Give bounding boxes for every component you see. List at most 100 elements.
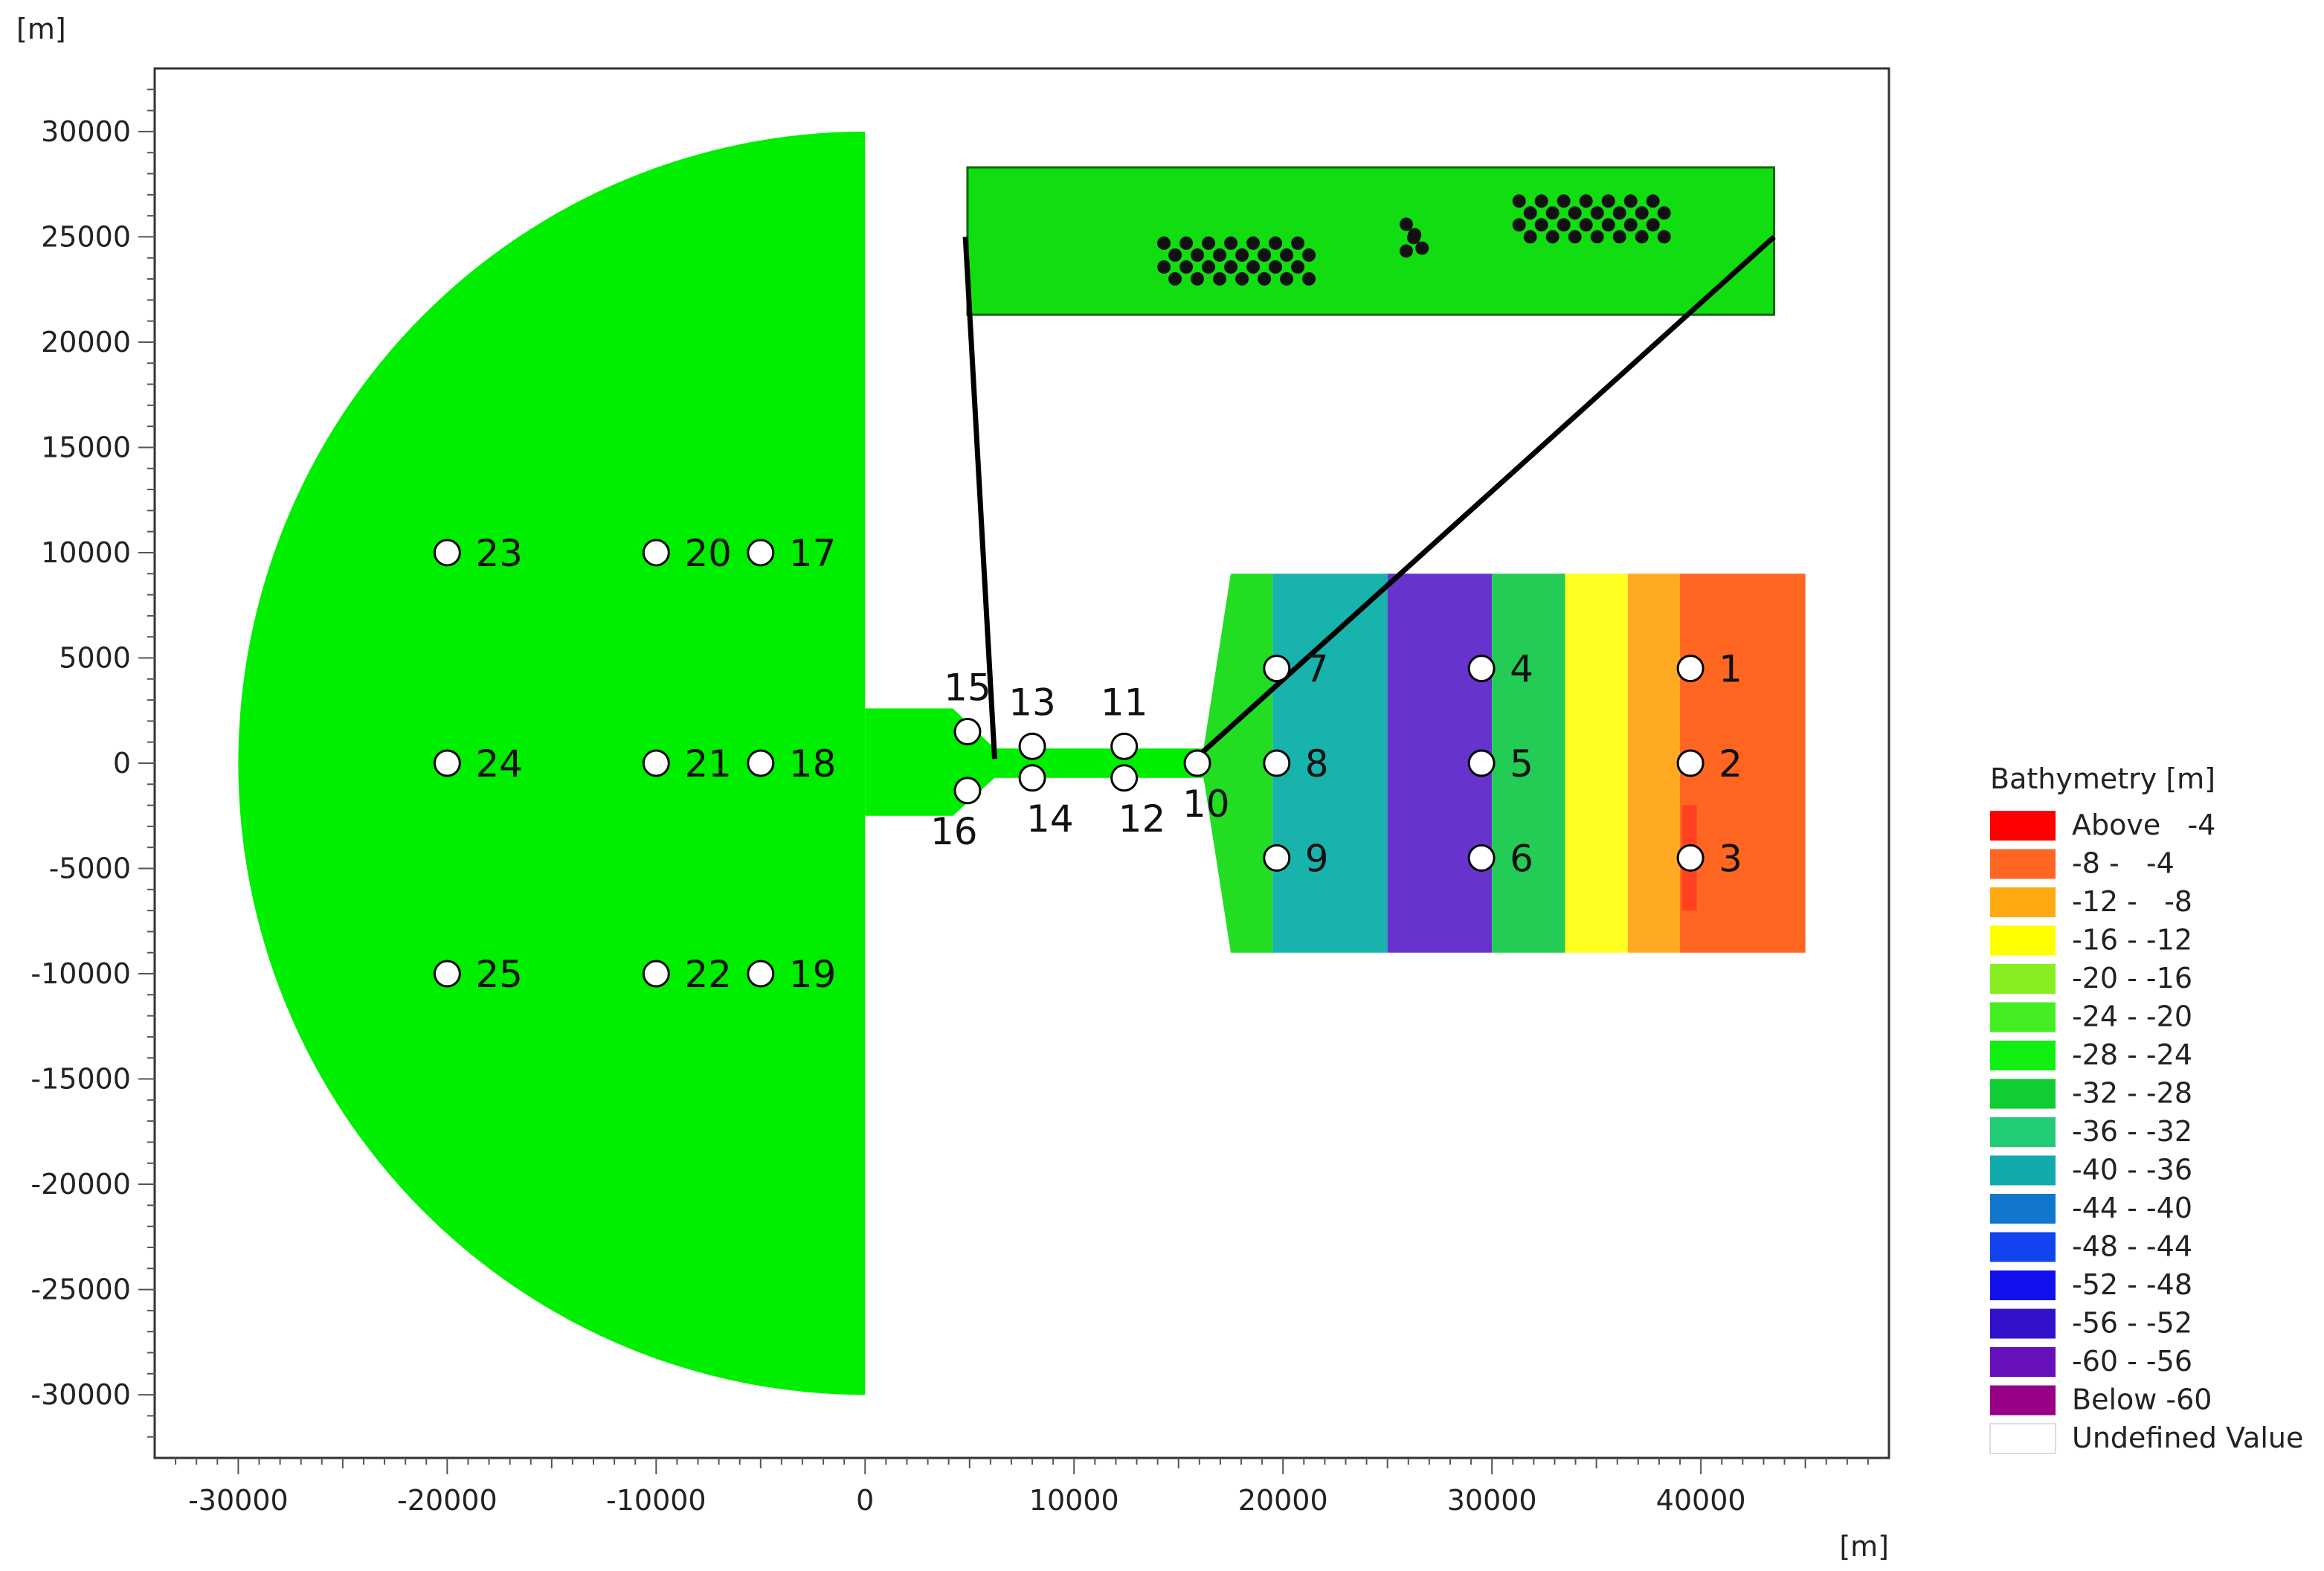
bathymetry-band <box>1203 574 1273 953</box>
inset-turbine-dot <box>1168 248 1182 262</box>
station-label: 15 <box>944 666 991 710</box>
inset-turbine-dot <box>1291 236 1305 250</box>
station-marker <box>1018 764 1046 792</box>
inset-turbine-dot <box>1635 206 1649 220</box>
x-tick-label: 30000 <box>1447 1484 1537 1517</box>
inset-turbine-dot <box>1179 260 1194 274</box>
y-tick-label: 25000 <box>41 220 131 253</box>
inset-turbine-dot <box>1269 260 1283 274</box>
legend-entry-label: -20 - -16 <box>2072 962 2192 995</box>
legend-swatch <box>1990 1308 2056 1339</box>
inset-turbine-dot <box>1157 260 1171 274</box>
legend-swatch <box>1990 964 2056 994</box>
inset-turbine-dot <box>1224 260 1238 274</box>
x-tick-label: 40000 <box>1656 1484 1746 1517</box>
station-label: 17 <box>789 532 837 575</box>
station-label: 6 <box>1510 837 1533 880</box>
legend-swatch <box>1990 925 2056 956</box>
station-label: 22 <box>684 953 732 996</box>
station-marker <box>1263 749 1291 777</box>
inset-turbine-dot <box>1545 230 1559 244</box>
inset-turbine-dot <box>1601 218 1615 232</box>
legend-entry-label: -16 - -12 <box>2072 924 2192 957</box>
inset-turbine-dot <box>1408 228 1422 242</box>
inset-turbine-dot <box>1246 236 1261 250</box>
legend-swatch <box>1990 811 2056 841</box>
station-marker <box>1467 655 1496 683</box>
station-label: 9 <box>1305 837 1329 880</box>
legend-entry-label: -8 - -4 <box>2072 847 2175 880</box>
legend-entry-label: -12 - -8 <box>2072 885 2192 918</box>
station-marker <box>1110 764 1139 792</box>
station-marker <box>953 777 982 805</box>
station-marker <box>747 960 775 988</box>
station-label: 23 <box>475 532 523 575</box>
zoom-inset <box>966 166 1775 316</box>
legend-swatch <box>1990 1079 2056 1109</box>
inset-turbine-dot <box>1224 236 1238 250</box>
legend-swatch <box>1990 1347 2056 1377</box>
station-marker <box>433 539 461 567</box>
x-tick-label: 10000 <box>1029 1484 1119 1517</box>
inset-turbine-dot <box>1415 241 1429 255</box>
station-label: 13 <box>1008 681 1056 724</box>
inset-turbine-dot <box>1512 194 1526 208</box>
inset-turbine-dot <box>1157 236 1171 250</box>
legend-entry-label: -56 - -52 <box>2072 1307 2192 1340</box>
bathymetry-band <box>1565 574 1628 953</box>
x-axis-unit: [m] <box>1839 1530 1889 1563</box>
legend-swatch <box>1990 1232 2056 1262</box>
station-marker <box>1263 655 1291 683</box>
y-tick-label: 10000 <box>41 536 131 569</box>
legend-swatch <box>1990 1194 2056 1224</box>
inset-turbine-dot <box>1280 248 1294 262</box>
inset-turbine-dot <box>1579 218 1593 232</box>
bathymetry-band <box>1627 574 1681 953</box>
y-tick-label: -10000 <box>30 957 131 990</box>
inset-turbine-dot <box>1258 248 1272 262</box>
bathymetry-band <box>1492 574 1565 953</box>
station-marker <box>953 718 982 746</box>
legend-swatch <box>1990 1270 2056 1300</box>
station-label: 12 <box>1118 797 1166 841</box>
station-label: 16 <box>930 810 978 853</box>
inset-turbine-dot <box>1534 194 1548 208</box>
station-marker <box>1676 655 1705 683</box>
inset-turbine-dot <box>1168 272 1182 286</box>
station-label: 3 <box>1719 837 1742 880</box>
inset-turbine-dot <box>1646 218 1660 232</box>
legend-swatch <box>1990 1041 2056 1070</box>
inset-turbine-dot <box>1601 194 1615 208</box>
inset-turbine-dot <box>1534 218 1548 232</box>
inset-turbine-dot <box>1235 248 1249 262</box>
legend-swatch <box>1990 887 2056 917</box>
station-label: 11 <box>1101 681 1148 724</box>
inset-turbine-dot <box>1512 218 1526 232</box>
inset-turbine-dot <box>1612 230 1626 244</box>
x-tick-label: 20000 <box>1238 1484 1328 1517</box>
inset-turbine-dot <box>1213 272 1227 286</box>
inset-turbine-dot <box>1590 230 1604 244</box>
inset-turbine-dot <box>1623 218 1638 232</box>
legend-entry-label: -60 - -56 <box>2072 1345 2192 1378</box>
station-marker <box>1467 844 1496 872</box>
station-marker <box>1018 732 1046 760</box>
station-label: 4 <box>1510 648 1533 691</box>
legend-entry-label: -40 - -36 <box>2072 1154 2192 1186</box>
y-tick-label: -25000 <box>30 1273 131 1306</box>
station-label: 8 <box>1305 742 1329 786</box>
legend-entry-label: -28 - -24 <box>2072 1038 2192 1071</box>
inset-turbine-dot <box>1568 230 1582 244</box>
bathymetry-band <box>1680 574 1806 953</box>
y-tick-label: 30000 <box>41 115 131 148</box>
bathymetry-band <box>1272 574 1388 953</box>
legend-swatch <box>1990 1155 2056 1186</box>
y-tick-label: -20000 <box>30 1168 131 1201</box>
inset-turbine-dot <box>1557 218 1571 232</box>
legend-entry-label: -52 - -48 <box>2072 1268 2192 1301</box>
inset-turbine-dot <box>1623 194 1638 208</box>
x-tick-label: 0 <box>856 1484 874 1517</box>
legend-entry-label: Undefined Value <box>2072 1421 2303 1454</box>
inlet-channel <box>865 708 1204 816</box>
